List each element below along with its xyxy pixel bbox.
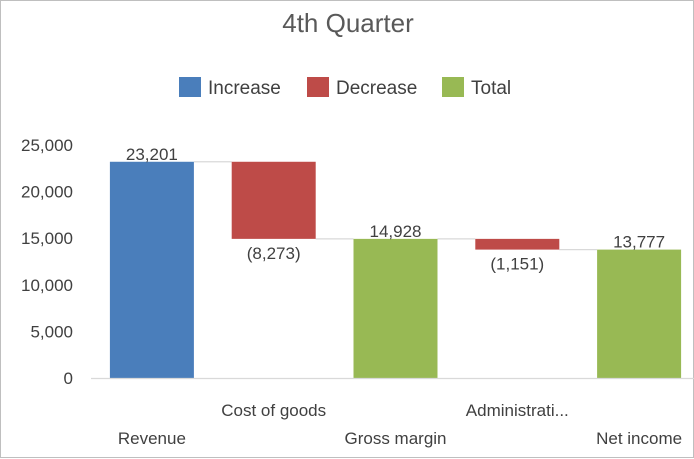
- y-tick-label: 0: [64, 369, 73, 388]
- legend-swatch-decrease: [307, 77, 329, 97]
- bar-3: [353, 238, 438, 378]
- legend-label-decrease: Decrease: [336, 78, 417, 99]
- bars: [109, 161, 682, 378]
- legend: Increase Decrease Total: [179, 77, 511, 99]
- category-label-4: Administrati...: [466, 401, 569, 420]
- legend-label-total: Total: [471, 78, 511, 99]
- data-label-3: 14,928: [370, 222, 422, 241]
- y-tick-label: 15,000: [21, 229, 73, 248]
- category-label-3: Gross margin: [344, 429, 446, 448]
- chart-title: 4th Quarter: [282, 8, 414, 38]
- data-label-5: 13,777: [613, 233, 665, 252]
- connector-lines: [193, 161, 598, 251]
- legend-swatch-total: [442, 77, 464, 97]
- bar-5: [597, 249, 682, 378]
- data-label-2: (8,273): [247, 244, 301, 263]
- y-axis: 0 5,000 10,000 15,000 20,000 25,000: [21, 136, 73, 388]
- y-tick-label: 5,000: [30, 322, 73, 341]
- category-labels: Revenue Cost of goods Gross margin Administ…: [118, 401, 682, 448]
- data-labels: 23,201 (8,273) 14,928 (1,151) 13,777: [126, 145, 665, 274]
- legend-swatch-increase: [179, 77, 201, 97]
- category-label-1: Revenue: [118, 429, 186, 448]
- y-tick-label: 25,000: [21, 136, 73, 155]
- category-label-5: Net income: [596, 429, 682, 448]
- bar-2: [231, 161, 316, 239]
- category-label-2: Cost of goods: [221, 401, 326, 420]
- y-tick-label: 20,000: [21, 183, 73, 202]
- legend-label-increase: Increase: [208, 78, 281, 99]
- y-tick-label: 10,000: [21, 276, 73, 295]
- bar-1: [109, 161, 194, 378]
- data-label-1: 23,201: [126, 145, 178, 164]
- bar-4: [475, 238, 560, 250]
- data-label-4: (1,151): [490, 255, 544, 274]
